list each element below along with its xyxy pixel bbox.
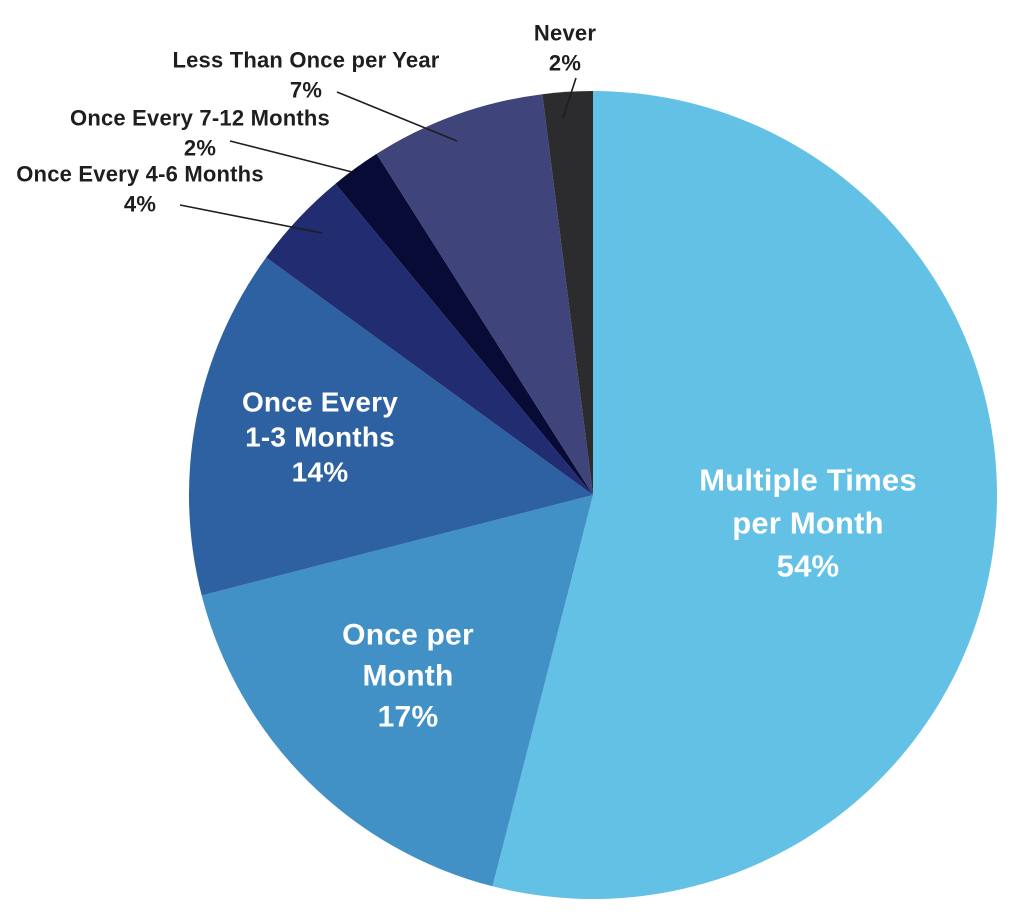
pie-slice-once-every-4-6-months [266, 183, 593, 495]
leader-line-less-than-once-per-year [336, 91, 458, 142]
slice-label-once-per-month: Once per Month 17% [342, 619, 474, 734]
pie-slice-once-every-7-12-months [335, 153, 593, 495]
leader-line-once-every-4-6-months [179, 204, 323, 234]
leader-line-once-every-7-12-months [229, 140, 353, 173]
slice-label-multiple-times-per-month: Multiple Times per Month 54% [699, 463, 917, 584]
pie-slice-once-every-1-3-months [188, 257, 593, 596]
pie-slice-less-than-once-per-year [376, 94, 593, 495]
slice-label-once-every-7-12-months: Once Every 7-12 Months 2% [70, 106, 330, 161]
slice-label-once-every-1-3-months: Once Every 1-3 Months 14% [242, 387, 398, 488]
pie-slice-once-per-month [201, 495, 593, 887]
pie-slice-multiple-times-per-month [492, 91, 997, 899]
leader-line-never [562, 77, 577, 119]
slice-label-once-every-4-6-months: Once Every 4-6 Months 4% [16, 162, 264, 217]
pie-slice-never [542, 91, 593, 495]
slice-label-less-than-once-per-year: Less Than Once per Year 7% [172, 48, 439, 103]
slice-label-never: Never 2% [534, 21, 596, 76]
